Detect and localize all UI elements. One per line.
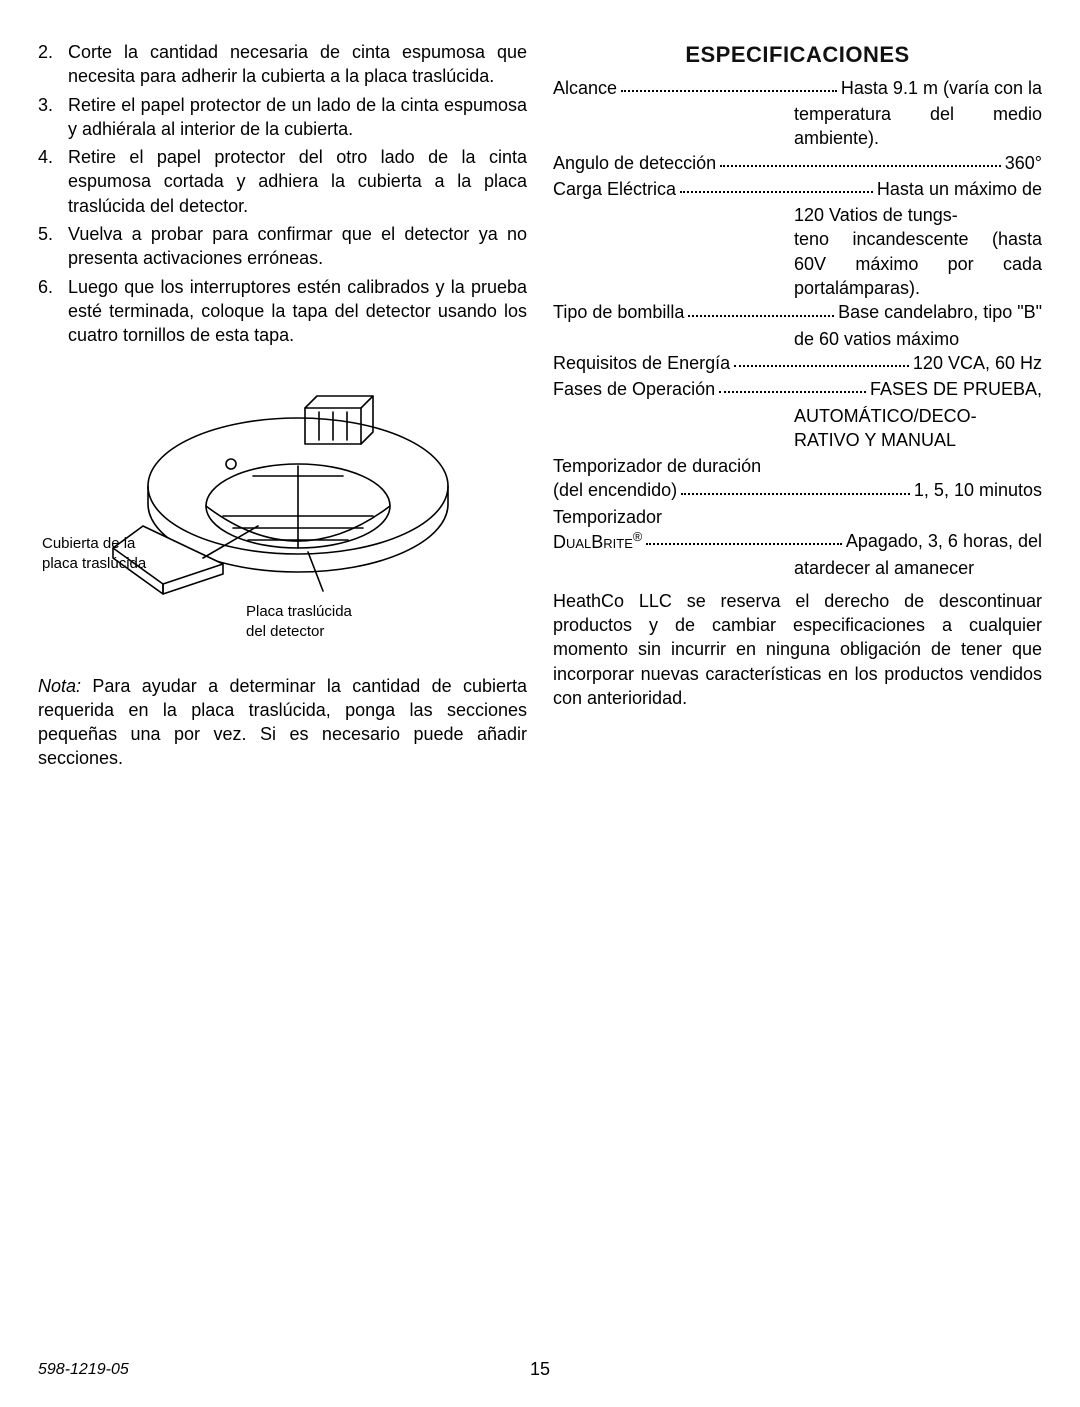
dot-leader xyxy=(719,377,866,393)
dot-leader xyxy=(680,177,873,193)
spec-row: Angulo de detección 360° xyxy=(553,151,1042,175)
spec-continuation: RATIVO Y MANUAL xyxy=(794,428,1042,452)
spec-value: 1, 5, 10 minutos xyxy=(914,478,1042,502)
step-text: Retire el papel protector del otro lado … xyxy=(68,145,527,218)
step-text: Retire el papel protector de un lado de … xyxy=(68,93,527,142)
step-item: 5.Vuelva a probar para confirmar que el … xyxy=(38,222,527,271)
spec-continuation: temperatura del medio ambiente). xyxy=(794,102,1042,151)
detector-diagram-icon xyxy=(73,366,493,626)
dot-leader xyxy=(720,151,1001,167)
step-item: 4.Retire el papel protector del otro lad… xyxy=(38,145,527,218)
spec-value: FASES DE PRUEBA, xyxy=(870,377,1042,401)
figure-label-lens: Placa traslúcida del detector xyxy=(246,602,352,643)
spec-value: Hasta un máximo de xyxy=(877,177,1042,201)
step-number: 4. xyxy=(38,145,68,218)
dot-leader xyxy=(621,76,837,92)
document-number: 598-1219-05 xyxy=(38,1359,129,1381)
step-number: 3. xyxy=(38,93,68,142)
step-item: 2.Corte la cantidad necesaria de cinta e… xyxy=(38,40,527,89)
spec-continuation: AUTOMÁTICO/DECO- xyxy=(794,404,1042,428)
spec-row-timer: (del encendido) 1, 5, 10 minutos xyxy=(553,478,1042,502)
step-number: 5. xyxy=(38,222,68,271)
spec-row-dualbrite: DualBrite® Apagado, 3, 6 horas, del xyxy=(553,529,1042,554)
spec-value: 120 VCA, 60 Hz xyxy=(913,351,1042,375)
dot-leader xyxy=(681,478,910,494)
step-text: Corte la cantidad necesaria de cinta esp… xyxy=(68,40,527,89)
spec-label: Requisitos de Energía xyxy=(553,351,730,375)
spec-label: Carga Eléctrica xyxy=(553,177,676,201)
step-item: 3.Retire el papel protector de un lado d… xyxy=(38,93,527,142)
dot-leader xyxy=(688,300,834,316)
spec-value: 360° xyxy=(1005,151,1042,175)
step-text: Vuelva a probar para confirmar que el de… xyxy=(68,222,527,271)
note-body: Para ayudar a determinar la cantidad de … xyxy=(38,676,527,769)
step-item: 6.Luego que los interruptores estén cali… xyxy=(38,275,527,348)
step-number: 2. xyxy=(38,40,68,89)
detector-figure: Cubierta de la placa traslúcida Placa tr… xyxy=(38,366,527,656)
spec-value: Apagado, 3, 6 horas, del xyxy=(846,529,1042,554)
spec-row: Requisitos de Energía 120 VCA, 60 Hz xyxy=(553,351,1042,375)
spec-row: Alcance Hasta 9.1 m (varía con la xyxy=(553,76,1042,100)
left-column: 2.Corte la cantidad necesaria de cinta e… xyxy=(38,40,527,771)
spec-label: Alcance xyxy=(553,76,617,100)
dot-leader xyxy=(734,351,909,367)
specs-block: Alcance Hasta 9.1 m (varía con latemperat… xyxy=(553,76,1042,452)
spec-label: (del encendido) xyxy=(553,478,677,502)
spec-value: Hasta 9.1 m (varía con la xyxy=(841,76,1042,100)
spec-continuation: teno incandescente (hasta 60V máximo por… xyxy=(794,227,1042,300)
note-lead: Nota: xyxy=(38,676,81,696)
specs-title: ESPECIFICACIONES xyxy=(553,40,1042,70)
page-number: 15 xyxy=(530,1357,550,1381)
timer-header: Temporizador de duración xyxy=(553,454,1042,478)
spec-continuation: atardecer al amanecer xyxy=(794,556,1042,580)
step-text: Luego que los interruptores estén calibr… xyxy=(68,275,527,348)
steps-list: 2.Corte la cantidad necesaria de cinta e… xyxy=(38,40,527,348)
spec-value: Base candelabro, tipo "B" xyxy=(838,300,1042,324)
note-paragraph: Nota: Para ayudar a determinar la cantid… xyxy=(38,674,527,771)
dot-leader xyxy=(646,529,842,545)
spec-row: Carga Eléctrica Hasta un máximo de xyxy=(553,177,1042,201)
page-footer: 598-1219-05 15 xyxy=(38,1359,1042,1381)
spec-continuation: de 60 vatios máximo xyxy=(794,327,1042,351)
disclaimer: HeathCo LLC se reserva el derecho de des… xyxy=(553,589,1042,710)
spec-row: Fases de Operación FASES DE PRUEBA, xyxy=(553,377,1042,401)
step-number: 6. xyxy=(38,275,68,348)
right-column: ESPECIFICACIONES Alcance Hasta 9.1 m (var… xyxy=(553,40,1042,771)
spec-label: Fases de Operación xyxy=(553,377,715,401)
spec-continuation: 120 Vatios de tungs- xyxy=(794,203,1042,227)
spec-label: DualBrite® xyxy=(553,529,642,554)
spec-row: Tipo de bombilla Base candelabro, tipo "B… xyxy=(553,300,1042,324)
spec-label: Angulo de detección xyxy=(553,151,716,175)
spec-label: Tipo de bombilla xyxy=(553,300,684,324)
timer2-label: Temporizador xyxy=(553,505,1042,529)
figure-label-cover: Cubierta de la placa traslúcida xyxy=(42,534,146,575)
